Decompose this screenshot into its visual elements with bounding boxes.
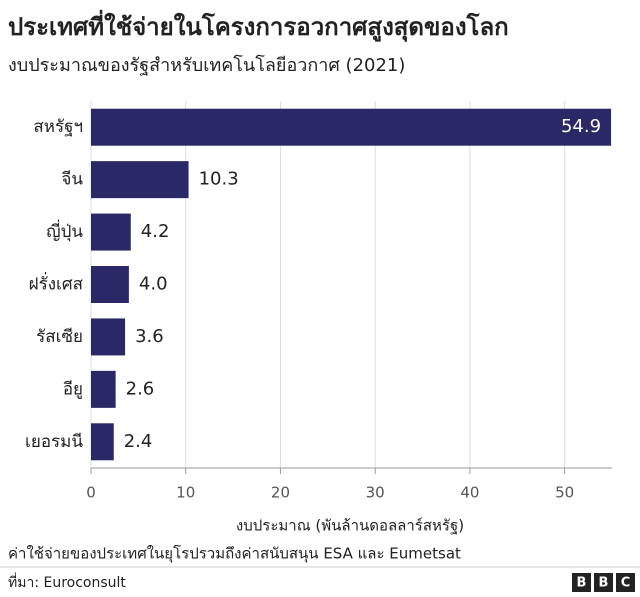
logo-box — [594, 573, 613, 592]
value-label: 10.3 — [199, 169, 239, 190]
y-tick-label: อียู — [63, 379, 83, 399]
value-label: 4.0 — [139, 274, 168, 295]
bar — [91, 423, 114, 461]
x-tick-label: 30 — [366, 484, 385, 502]
value-label: 4.2 — [141, 221, 170, 242]
chart-subtitle: งบประมาณของรัฐสำหรับเทคโนโลยีอวกาศ (2021… — [8, 54, 405, 76]
value-label: 54.9 — [561, 116, 601, 137]
logo-letter: C — [621, 576, 631, 591]
bar — [91, 213, 131, 251]
x-tick-label: 0 — [86, 484, 96, 502]
source: ที่มา: Euroconsult — [8, 573, 126, 591]
x-tick-label: 40 — [460, 484, 479, 502]
logo-box — [616, 573, 635, 592]
bar — [91, 161, 189, 199]
chart-title: ประเทศที่ใช้จ่ายในโครงการอวกาศสูงสุดของโ… — [8, 9, 509, 43]
logo-letter: B — [599, 576, 609, 591]
value-label: 3.6 — [135, 326, 164, 347]
logo-letter: B — [577, 576, 587, 591]
value-label: 2.4 — [124, 431, 153, 452]
x-tick-label: 10 — [176, 484, 195, 502]
bar — [91, 370, 116, 408]
y-tick-label: ญี่ปุ่น — [46, 219, 83, 242]
x-axis-label: งบประมาณ (พันล้านดอลลาร์สหรัฐ) — [236, 517, 464, 535]
bar — [91, 318, 126, 356]
logo-box — [572, 573, 591, 592]
y-tick-label: ฝรั่งเศส — [29, 272, 84, 295]
y-tick-label: เยอรมนี — [25, 432, 83, 452]
y-tick-label: สหรัฐฯ — [33, 117, 83, 137]
x-tick-label: 50 — [555, 484, 574, 502]
note: ค่าใช้จ่ายของประเทศในยุโรปรวมถึงค่าสนับส… — [8, 545, 461, 564]
bar — [91, 108, 612, 146]
x-tick-label: 20 — [271, 484, 290, 502]
value-label: 2.6 — [126, 378, 155, 399]
y-tick-label: รัสเซีย — [36, 327, 83, 347]
logo: B B C — [572, 573, 635, 592]
bar — [91, 266, 129, 303]
y-tick-label: จีน — [61, 170, 83, 190]
